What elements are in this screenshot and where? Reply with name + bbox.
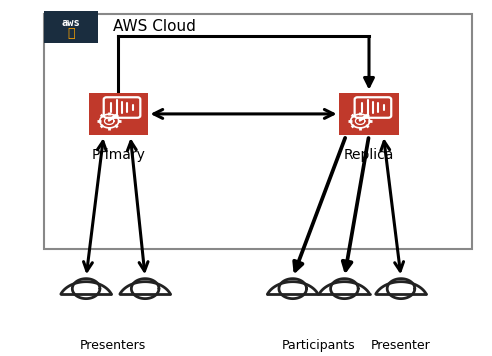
FancyBboxPatch shape: [44, 11, 98, 43]
Text: Presenters: Presenters: [80, 339, 146, 352]
FancyBboxPatch shape: [89, 93, 148, 135]
Text: aws: aws: [62, 18, 81, 28]
Text: AWS Cloud: AWS Cloud: [113, 19, 196, 34]
FancyBboxPatch shape: [339, 93, 399, 135]
Text: Replica: Replica: [344, 148, 394, 162]
Text: ⌣: ⌣: [67, 27, 75, 40]
FancyBboxPatch shape: [44, 14, 472, 249]
Text: Primary: Primary: [91, 148, 145, 162]
Text: Participants: Participants: [282, 339, 356, 352]
Text: Presenter: Presenter: [371, 339, 431, 352]
